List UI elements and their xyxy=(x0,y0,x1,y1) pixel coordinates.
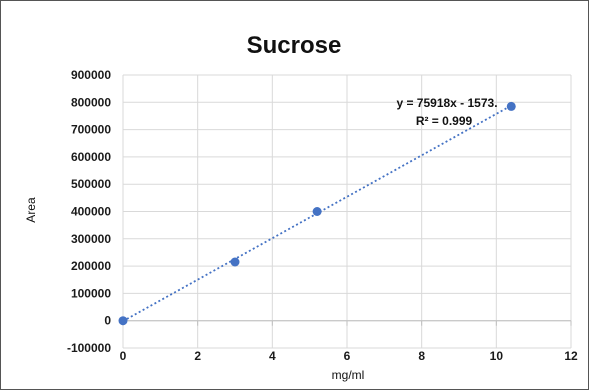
x-tick-label: 6 xyxy=(344,349,351,363)
chart-title: Sucrose xyxy=(247,32,342,59)
y-tick-label: 700000 xyxy=(71,123,111,137)
x-tick-label: 10 xyxy=(490,349,504,363)
y-tick-label: 900000 xyxy=(71,68,111,82)
y-tick-label: 600000 xyxy=(71,150,111,164)
x-tick-label: 12 xyxy=(564,349,578,363)
y-axis-title: Area xyxy=(24,197,38,223)
data-point xyxy=(118,316,128,326)
y-tick-label: 100000 xyxy=(71,286,111,300)
y-tick-label: 300000 xyxy=(71,232,111,246)
data-point xyxy=(230,257,240,267)
y-tick-label: 800000 xyxy=(71,95,111,109)
x-axis-title: mg/ml xyxy=(332,368,365,382)
x-tick-label: 2 xyxy=(194,349,201,363)
y-tick-label: -100000 xyxy=(67,341,111,355)
x-tick-label: 4 xyxy=(269,349,276,363)
tick-labels: -100000010000020000030000040000050000060… xyxy=(67,68,578,363)
data-points xyxy=(118,101,516,326)
gridlines xyxy=(122,74,572,349)
y-tick-label: 0 xyxy=(104,314,111,328)
x-tick-label: 8 xyxy=(418,349,425,363)
y-tick-label: 400000 xyxy=(71,205,111,219)
data-point xyxy=(312,207,322,216)
y-tick-label: 500000 xyxy=(71,177,111,191)
y-tick-label: 200000 xyxy=(71,259,111,273)
trendline-r-squared: R² = 0.999 xyxy=(416,114,473,128)
x-tick-label: 0 xyxy=(120,349,127,363)
data-point xyxy=(506,101,516,111)
trendline-equation: y = 75918x - 1573. xyxy=(396,96,497,110)
axes xyxy=(122,320,572,326)
